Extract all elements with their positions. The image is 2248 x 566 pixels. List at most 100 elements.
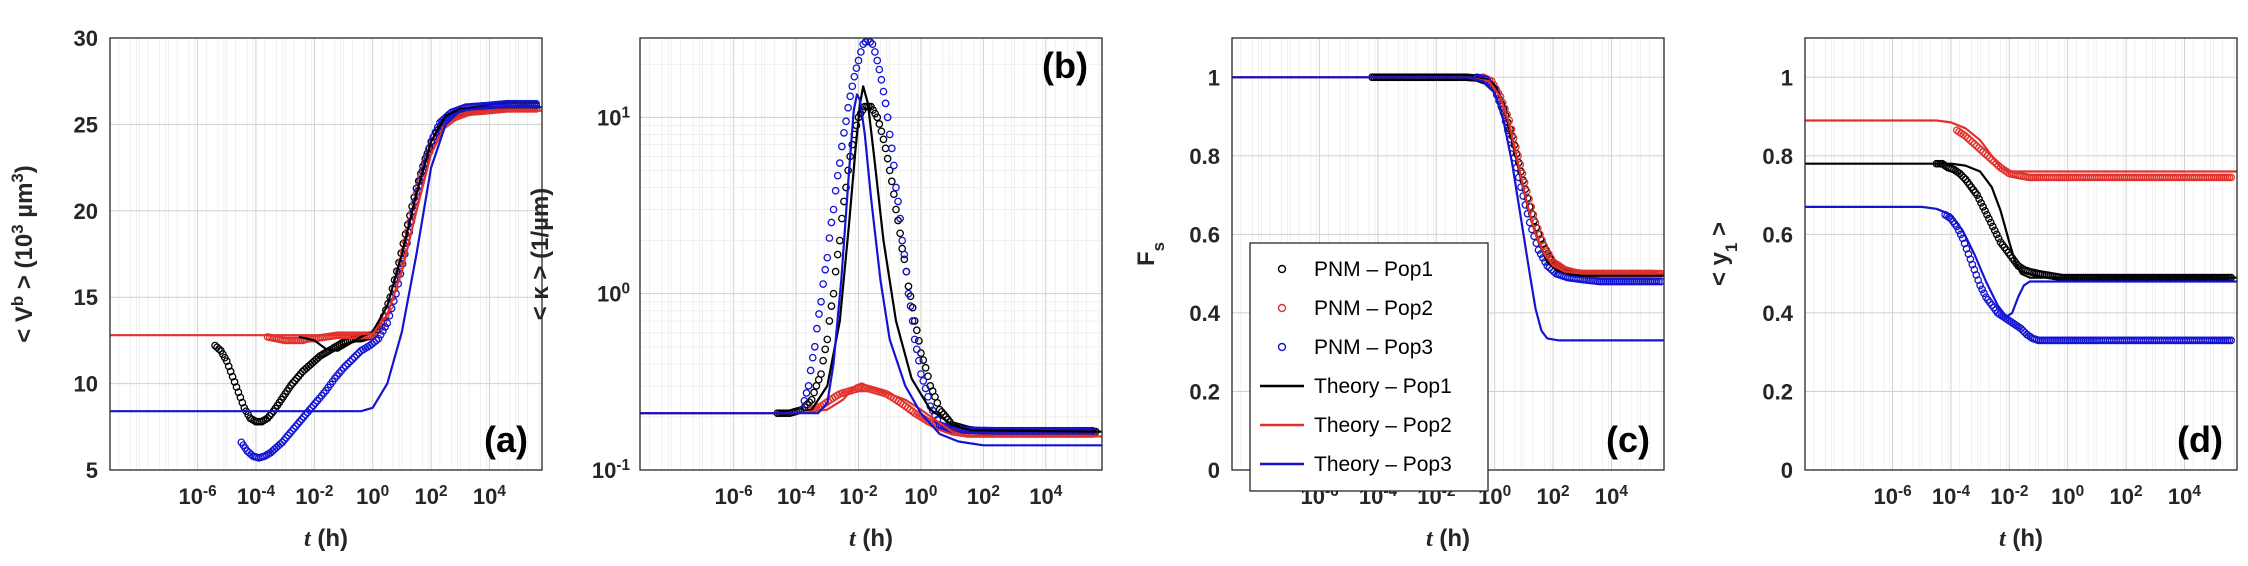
panel-c: 00.20.40.60.8110-610-410-2100102104(c)t … [1133, 37, 1665, 552]
data-point [1985, 214, 1993, 223]
x-tick-label: 100 [2051, 483, 2084, 510]
data-point [877, 127, 886, 136]
data-point [289, 379, 297, 387]
data-point [842, 183, 850, 192]
series-pop3-theory [1232, 76, 1664, 342]
panel-label: (c) [1606, 419, 1650, 460]
y-tick-label: 100 [597, 280, 630, 307]
data-point [810, 388, 818, 397]
data-point [852, 64, 861, 73]
data-point [919, 356, 928, 364]
series-pop2-theory [110, 109, 542, 337]
data-point [904, 282, 913, 291]
x-axis-label: t (h) [849, 525, 893, 552]
data-point [829, 289, 838, 298]
y-tick-label: 101 [597, 104, 630, 131]
legend-entry: PNM – Pop3 [1314, 336, 1433, 359]
data-point [1959, 173, 1968, 182]
x-tick-label: 104 [473, 483, 506, 510]
data-point [1972, 142, 1981, 150]
y-axis-label: < Vb > (103 µm3) [8, 165, 39, 343]
y-tick-label: 15 [74, 285, 98, 310]
data-point [892, 183, 900, 192]
plot-area-d [1805, 38, 2237, 470]
data-point [850, 72, 859, 81]
data-point [887, 177, 896, 186]
data-point [898, 236, 907, 245]
data-point [376, 330, 385, 339]
x-tick-label: 10-4 [777, 483, 816, 510]
data-point [429, 133, 438, 141]
series-pop2-pnm [1952, 126, 2236, 182]
data-point [844, 103, 852, 112]
data-point [1961, 132, 1970, 141]
data-point [894, 216, 902, 225]
data-point [265, 412, 274, 420]
data-point [1957, 171, 1966, 180]
data-point [344, 359, 352, 368]
data-point [1652, 277, 1661, 286]
data-point [311, 399, 320, 408]
y-tick-label: 1 [1208, 65, 1220, 90]
y-tick-label: 30 [74, 26, 98, 51]
data-point [348, 355, 357, 364]
data-point [902, 267, 911, 276]
grid-d [1804, 38, 2237, 471]
data-point [352, 351, 361, 359]
x-tick-label: 104 [1029, 483, 1062, 510]
panel-a: 5 10 15 20 25 30 10-6 10-4 10-2 100 102 104 (a) t (h)… [8, 26, 543, 552]
data-point [292, 374, 301, 383]
data-point [871, 48, 879, 56]
data-point [859, 40, 868, 49]
y-tick-label: 0.2 [1189, 379, 1220, 404]
data-point [813, 324, 821, 333]
x-tick-label: 100 [356, 483, 389, 510]
data-point [1990, 226, 1999, 235]
data-point [2227, 336, 2236, 345]
data-point [924, 392, 932, 401]
data-point [1983, 210, 1991, 219]
data-point [823, 253, 832, 262]
data-point [873, 113, 882, 122]
data-point [374, 334, 383, 343]
data-point [906, 302, 915, 310]
data-point [295, 417, 304, 426]
y-tick-label: 0.4 [1762, 301, 1793, 326]
series-pop1-theory [298, 106, 542, 352]
data-point [827, 218, 836, 227]
data-point [805, 398, 814, 407]
data-point [894, 197, 902, 206]
y-tick-label: 5 [86, 458, 98, 483]
axes-frame-a [109, 37, 543, 471]
y-tick-label: 0.4 [1189, 301, 1220, 326]
data-point [825, 234, 834, 242]
data-point [1979, 203, 1987, 211]
y-tick-label: 0.6 [1189, 222, 1220, 247]
data-point [1992, 230, 2001, 239]
x-tick-label: 10-4 [237, 483, 276, 510]
data-point [896, 229, 904, 238]
y-tick-label: 1 [1781, 65, 1793, 90]
data-point [835, 236, 844, 245]
data-point [802, 389, 811, 397]
data-point [821, 265, 830, 274]
x-tick-label: 102 [415, 483, 448, 510]
data-point [284, 431, 292, 440]
x-axis-label: t (h) [1999, 525, 2043, 552]
data-point [908, 317, 917, 325]
grid-b [639, 38, 1102, 471]
legend-entry: Theory – Pop3 [1314, 453, 1452, 476]
y-tick-label: 10-1 [592, 457, 631, 484]
x-tick-label: 10-6 [178, 483, 216, 510]
data-point [877, 75, 886, 84]
x-tick-label: 102 [967, 483, 1000, 510]
data-point [297, 415, 306, 424]
data-point [917, 370, 925, 378]
data-point [278, 438, 287, 447]
data-point [881, 99, 890, 108]
series-pop2-theory [640, 382, 1102, 438]
data-point [1981, 150, 1990, 158]
x-tick-label: 100 [904, 483, 937, 510]
data-point [1986, 218, 1995, 227]
